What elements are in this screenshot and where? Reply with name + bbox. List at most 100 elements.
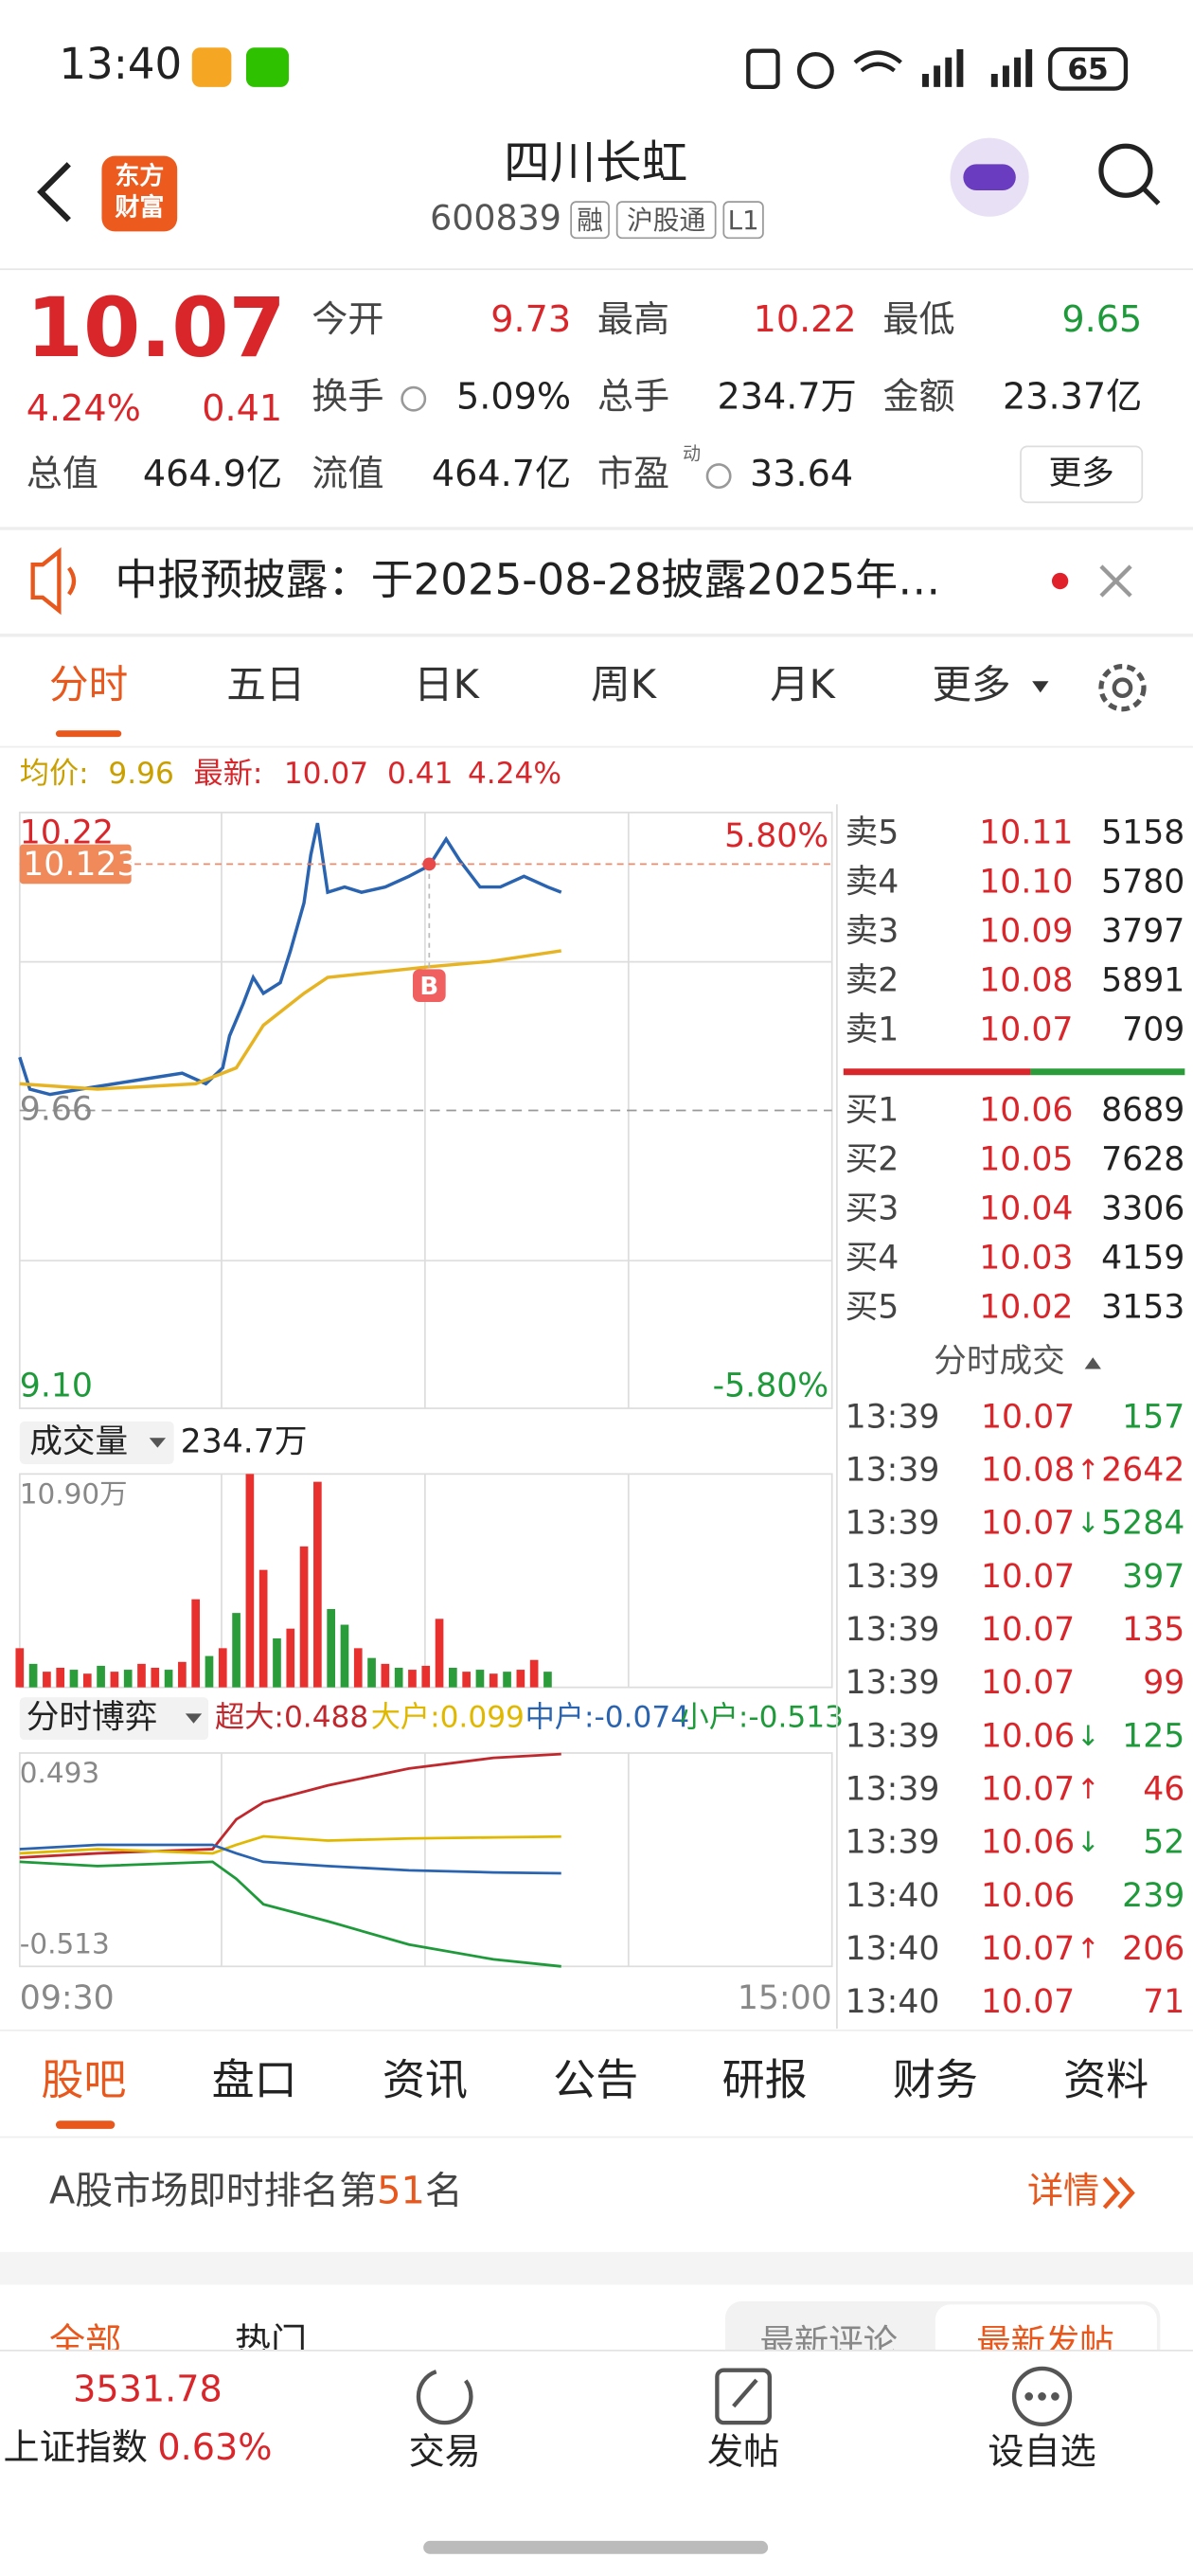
details-arrow xyxy=(1102,2176,1135,2209)
indicator-selector[interactable] xyxy=(19,1697,209,1741)
trade-time: 13:39 xyxy=(846,1398,940,1436)
trade-time: 13:39 xyxy=(846,1558,940,1596)
volume-bar xyxy=(164,1670,173,1688)
trade-volume: 2642 xyxy=(1101,1452,1184,1490)
tag: L1 xyxy=(728,205,759,236)
trade-price: 10.06 xyxy=(981,1717,1075,1755)
stock-code: 600839 xyxy=(430,198,561,239)
change-amount: 0.41 xyxy=(202,387,282,429)
period-tabs: 分时 五日 日K 周K 月K 更多 xyxy=(49,661,1049,707)
trade-price: 10.08 xyxy=(981,1452,1075,1490)
trade-price: 10.07 xyxy=(981,1930,1075,1968)
nav-item[interactable]: 交易 xyxy=(409,2431,481,2473)
section-tab[interactable]: 资讯 xyxy=(383,2054,468,2104)
field-value: 10.22 xyxy=(754,298,857,340)
flow-separator: : xyxy=(584,1701,595,1735)
volume-bar xyxy=(489,1673,498,1688)
crosshair-dot xyxy=(422,857,436,871)
dropdown-arrow xyxy=(185,1713,203,1724)
trade-time: 13:39 xyxy=(846,1824,940,1862)
indicator-name[interactable]: 分时博弈 xyxy=(27,1699,158,1737)
y-tick-label: 0.493 xyxy=(20,1757,99,1789)
tab-indicator xyxy=(55,730,122,738)
section-tab[interactable]: 盘口 xyxy=(212,2054,297,2104)
unread-dot xyxy=(1051,572,1069,590)
period-tab[interactable]: 更多 xyxy=(932,661,1010,707)
chart-legend: 均价: 9.96 最新: 10.07 0.41 4.24% xyxy=(20,757,561,791)
battery-level: 65 xyxy=(1067,53,1108,87)
back-button[interactable] xyxy=(37,162,71,223)
bottom-bar xyxy=(0,2350,1193,2576)
flow-value: -0.513 xyxy=(748,1701,844,1735)
field-value: 464.9亿 xyxy=(143,453,282,494)
trade-arrow: ↑ xyxy=(1077,1932,1100,1964)
index-name[interactable]: 上证指数 xyxy=(3,2425,147,2467)
nav-item[interactable]: 发帖 xyxy=(707,2431,779,2473)
period-tab[interactable]: 周K xyxy=(591,661,658,707)
book-price: 10.05 xyxy=(979,1140,1073,1178)
trade-time: 13:39 xyxy=(846,1771,940,1809)
flow-separator: : xyxy=(739,1701,749,1735)
trade-time: 13:39 xyxy=(846,1611,940,1649)
x-tick-label: 15:00 xyxy=(738,1979,832,2017)
index-value[interactable]: 3531.78 xyxy=(73,2369,223,2410)
notice-text[interactable]: 中报预披露：于2025-08-28披露2025年… xyxy=(115,554,940,604)
nav-item[interactable]: 设自选 xyxy=(988,2431,1095,2473)
details-link[interactable]: 详情 xyxy=(1027,2170,1099,2211)
volume-bar xyxy=(110,1672,119,1688)
volume-bar xyxy=(286,1628,295,1688)
period-tab[interactable]: 月K xyxy=(770,661,837,707)
dropdown-arrow xyxy=(149,1438,167,1448)
flow-line xyxy=(19,1860,561,1968)
trade-volume: 99 xyxy=(1143,1664,1184,1702)
field-value: 5.09% xyxy=(456,376,571,418)
last-price: 10.07 xyxy=(27,281,286,376)
field-label: 最低 xyxy=(882,298,954,340)
speaker-icon xyxy=(30,546,77,616)
logo xyxy=(101,155,178,232)
flow-line xyxy=(19,1834,561,1855)
book-volume: 3306 xyxy=(1101,1190,1184,1227)
period-tab[interactable]: 五日 xyxy=(226,661,305,707)
section-tab[interactable]: 资料 xyxy=(1063,2054,1148,2104)
flow-name: 超大 xyxy=(215,1701,274,1735)
volume-bar xyxy=(327,1608,335,1688)
book-volume: 5158 xyxy=(1101,814,1184,851)
section-tab[interactable]: 研报 xyxy=(722,2054,808,2104)
book-volume: 3153 xyxy=(1101,1288,1184,1326)
book-label: 买4 xyxy=(846,1239,899,1277)
period-tab[interactable]: 分时 xyxy=(49,661,128,707)
indicator-name[interactable]: 成交量 xyxy=(29,1422,128,1460)
search-button[interactable] xyxy=(1098,143,1153,198)
x-tick-label: 09:30 xyxy=(20,1979,115,2017)
period-tab[interactable]: 日K xyxy=(414,661,481,707)
index-change[interactable]: 0.63% xyxy=(157,2425,272,2467)
field-value: 9.65 xyxy=(1061,298,1142,340)
volume-bar xyxy=(449,1668,457,1688)
trade-volume: 125 xyxy=(1122,1717,1184,1755)
latest-label: 最新: xyxy=(194,757,263,791)
indicator-selector[interactable] xyxy=(19,1421,174,1464)
flow-legend-entry: 小户:-0.513 xyxy=(680,1701,844,1735)
flow-name: 小户 xyxy=(680,1701,739,1735)
logo-text: 财富 xyxy=(115,193,164,223)
section-tab[interactable]: 公告 xyxy=(553,2054,638,2104)
trades-title[interactable]: 分时成交 xyxy=(934,1343,1065,1381)
book-volume: 3797 xyxy=(1101,912,1184,950)
more-button-label[interactable]: 更多 xyxy=(1048,455,1113,492)
field-label: 换手 xyxy=(312,376,383,418)
price-line xyxy=(19,949,561,1091)
battery xyxy=(1048,46,1129,91)
settings-button[interactable] xyxy=(1098,664,1147,712)
more-button[interactable] xyxy=(1020,445,1144,504)
volume-bar xyxy=(353,1648,363,1688)
section-tab[interactable]: 财务 xyxy=(893,2054,978,2104)
index-line[interactable]: 上证指数 0.63% xyxy=(3,2425,272,2467)
change-percent: 4.24% xyxy=(27,387,141,429)
trade-price: 10.06 xyxy=(981,1877,1075,1915)
section-tab[interactable]: 股吧 xyxy=(41,2054,126,2104)
close-button[interactable] xyxy=(1099,564,1132,598)
trade-time: 13:39 xyxy=(846,1505,940,1543)
trade-arrow: ↑ xyxy=(1077,1773,1100,1805)
